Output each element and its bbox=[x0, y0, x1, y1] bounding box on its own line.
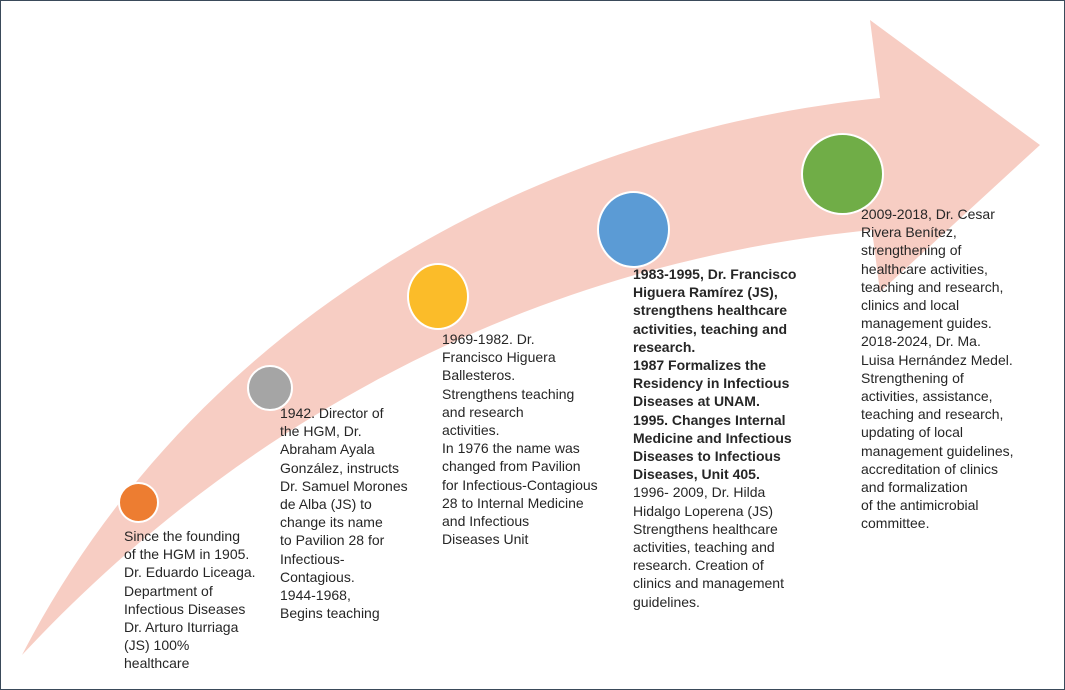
milestone-line: Diseases to Infectious bbox=[633, 448, 781, 465]
milestone-line: Residency in Infectious bbox=[633, 375, 790, 392]
milestone-text-2009: 2009-2018, Dr. Cesar Rivera Benítez, stren… bbox=[861, 205, 1014, 533]
milestone-text-1942: 1942. Director of the HGM, Dr. Abraham Aya… bbox=[280, 404, 408, 622]
node-4 bbox=[597, 191, 670, 268]
milestone-line: Diseases Unit bbox=[442, 531, 529, 548]
milestone-line: Francisco Higuera bbox=[442, 349, 556, 366]
milestone-line: to Pavilion 28 for bbox=[280, 532, 385, 549]
node-2 bbox=[247, 365, 293, 411]
milestone-line: healthcare activities, bbox=[861, 260, 988, 277]
node-5 bbox=[801, 133, 884, 215]
milestone-line: activities, teaching and bbox=[633, 539, 775, 556]
milestone-line: management guidelines, bbox=[861, 442, 1014, 459]
milestone-line: 1996- 2009, Dr. Hilda bbox=[633, 484, 766, 501]
milestone-line: Strengthening of bbox=[861, 369, 964, 386]
milestone-line: the HGM, Dr. bbox=[280, 423, 362, 440]
milestone-line: Ballesteros. bbox=[442, 367, 516, 384]
milestone-text-1969: 1969-1982. Dr. Francisco Higuera Ballester… bbox=[442, 330, 598, 548]
milestone-line: accreditation of clinics bbox=[861, 460, 998, 477]
milestone-line: teaching and research, bbox=[861, 406, 1004, 423]
milestone-line: Hidalgo Loperena (JS) bbox=[633, 502, 774, 519]
milestone-line: Contagious. bbox=[280, 568, 355, 585]
milestone-line: 1995. Changes Internal bbox=[633, 411, 786, 428]
milestone-line: Higuera Ramírez (JS), bbox=[633, 284, 778, 301]
milestone-line: committee. bbox=[861, 515, 930, 532]
curved-arrow-shape bbox=[22, 20, 1040, 655]
milestone-line: Medicine and Infectious bbox=[633, 429, 792, 446]
milestone-line: 1969-1982. Dr. bbox=[442, 331, 535, 347]
milestone-line: and formalization bbox=[861, 479, 968, 496]
milestone-line: 2018-2024, Dr. Ma. bbox=[861, 333, 981, 350]
milestone-line: Dr. Eduardo Liceaga. bbox=[124, 564, 256, 581]
milestone-line: guidelines. bbox=[633, 593, 700, 610]
milestone-line: Abraham Ayala bbox=[280, 441, 375, 458]
node-3 bbox=[407, 263, 469, 330]
milestone-line: Infectious Diseases bbox=[124, 600, 246, 617]
milestone-line: and research bbox=[442, 403, 524, 420]
milestone-line: de Alba (JS) to bbox=[280, 496, 372, 513]
milestone-line: strengthens healthcare bbox=[633, 302, 788, 319]
node-1 bbox=[118, 482, 159, 523]
milestone-line: clinics and local bbox=[861, 297, 960, 314]
milestone-line: of the antimicrobial bbox=[861, 497, 979, 514]
milestone-line: 1987 Formalizes the bbox=[633, 357, 767, 374]
milestone-line: González, instructs bbox=[280, 459, 400, 476]
milestone-text-1905: Since the founding of the HGM in 1905. Dr.… bbox=[124, 527, 256, 673]
milestone-line: research. Creation of bbox=[633, 557, 764, 574]
milestone-line: Strengthens healthcare bbox=[633, 520, 778, 537]
milestone-line: Dr. Arturo Iturriaga bbox=[124, 619, 239, 636]
milestone-line: for Infectious-Contagious bbox=[442, 476, 598, 493]
milestone-line: Strengthens teaching bbox=[442, 385, 575, 402]
milestone-line: Infectious- bbox=[280, 550, 345, 567]
milestone-line: activities, assistance, bbox=[861, 388, 993, 405]
milestone-line: Dr. Samuel Morones bbox=[280, 477, 408, 494]
milestone-line: clinics and management bbox=[633, 575, 784, 592]
milestone-line: teaching and research, bbox=[861, 278, 1004, 295]
milestone-line: of the HGM in 1905. bbox=[124, 546, 250, 563]
milestone-line: Diseases at UNAM. bbox=[633, 393, 760, 410]
milestone-line: Rivera Benítez, bbox=[861, 224, 957, 241]
milestone-line: change its name bbox=[280, 514, 383, 531]
milestone-line: activities. bbox=[442, 422, 500, 439]
milestone-line: Luisa Hernández Medel. bbox=[861, 351, 1013, 368]
milestone-line: In 1976 the name was bbox=[442, 440, 580, 457]
milestone-line: Diseases, Unit 405. bbox=[633, 466, 760, 483]
milestone-line: strengthening of bbox=[861, 242, 962, 259]
milestone-line: (JS) 100% bbox=[124, 637, 190, 654]
milestone-line: and Infectious bbox=[442, 513, 530, 530]
milestone-line: activities, teaching and bbox=[633, 320, 788, 337]
milestone-line: changed from Pavilion bbox=[442, 458, 581, 475]
milestone-line: research. bbox=[633, 338, 696, 355]
milestone-line: Department of bbox=[124, 582, 213, 599]
milestone-line: Since the founding bbox=[124, 528, 240, 544]
milestone-line: 1942. Director of bbox=[280, 405, 384, 421]
milestone-line: 28 to Internal Medicine bbox=[442, 494, 584, 511]
milestone-line: 2009-2018, Dr. Cesar bbox=[861, 206, 995, 222]
milestone-text-1983: 1983-1995, Dr. Francisco Higuera Ramírez … bbox=[633, 265, 796, 611]
milestone-line: management guides. bbox=[861, 315, 992, 332]
milestone-line: Begins teaching bbox=[280, 605, 380, 622]
milestone-line: updating of local bbox=[861, 424, 963, 441]
milestone-line: 1944-1968, bbox=[280, 587, 351, 604]
milestone-line: 1983-1995, Dr. Francisco bbox=[633, 266, 797, 282]
milestone-line: healthcare bbox=[124, 655, 190, 672]
